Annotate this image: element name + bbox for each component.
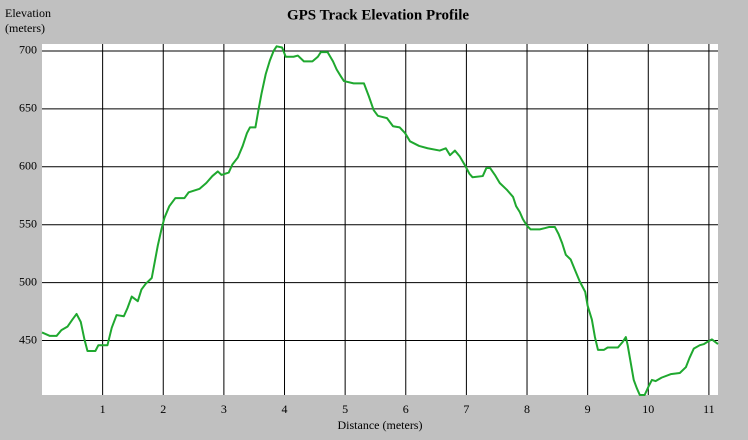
y-tick-label: 600 <box>19 159 37 173</box>
y-axis-label: Elevation (meters) <box>5 6 51 35</box>
x-tick-label: 10 <box>642 402 654 416</box>
elevation-line <box>41 45 719 396</box>
x-tick-label: 6 <box>403 402 409 416</box>
x-tick-label: 8 <box>524 402 530 416</box>
x-axis-label: Distance (meters) <box>338 418 423 432</box>
chart-title: GPS Track Elevation Profile <box>287 7 469 23</box>
x-tick-label: 9 <box>585 402 591 416</box>
x-tick-label: 4 <box>282 402 288 416</box>
y-tick-label: 550 <box>19 216 37 230</box>
x-tick-label: 7 <box>463 402 469 416</box>
y-tick-label: 700 <box>19 43 37 57</box>
plot-area <box>42 44 718 395</box>
x-tick-label: 3 <box>221 402 227 416</box>
x-tick-label: 5 <box>342 402 348 416</box>
y-tick-label: 500 <box>19 274 37 288</box>
y-tick-label: 450 <box>19 332 37 346</box>
y-tick-label: 650 <box>19 101 37 115</box>
x-tick-label: 2 <box>160 402 166 416</box>
x-tick-label: 1 <box>100 402 106 416</box>
x-tick-label: 11 <box>703 402 715 416</box>
